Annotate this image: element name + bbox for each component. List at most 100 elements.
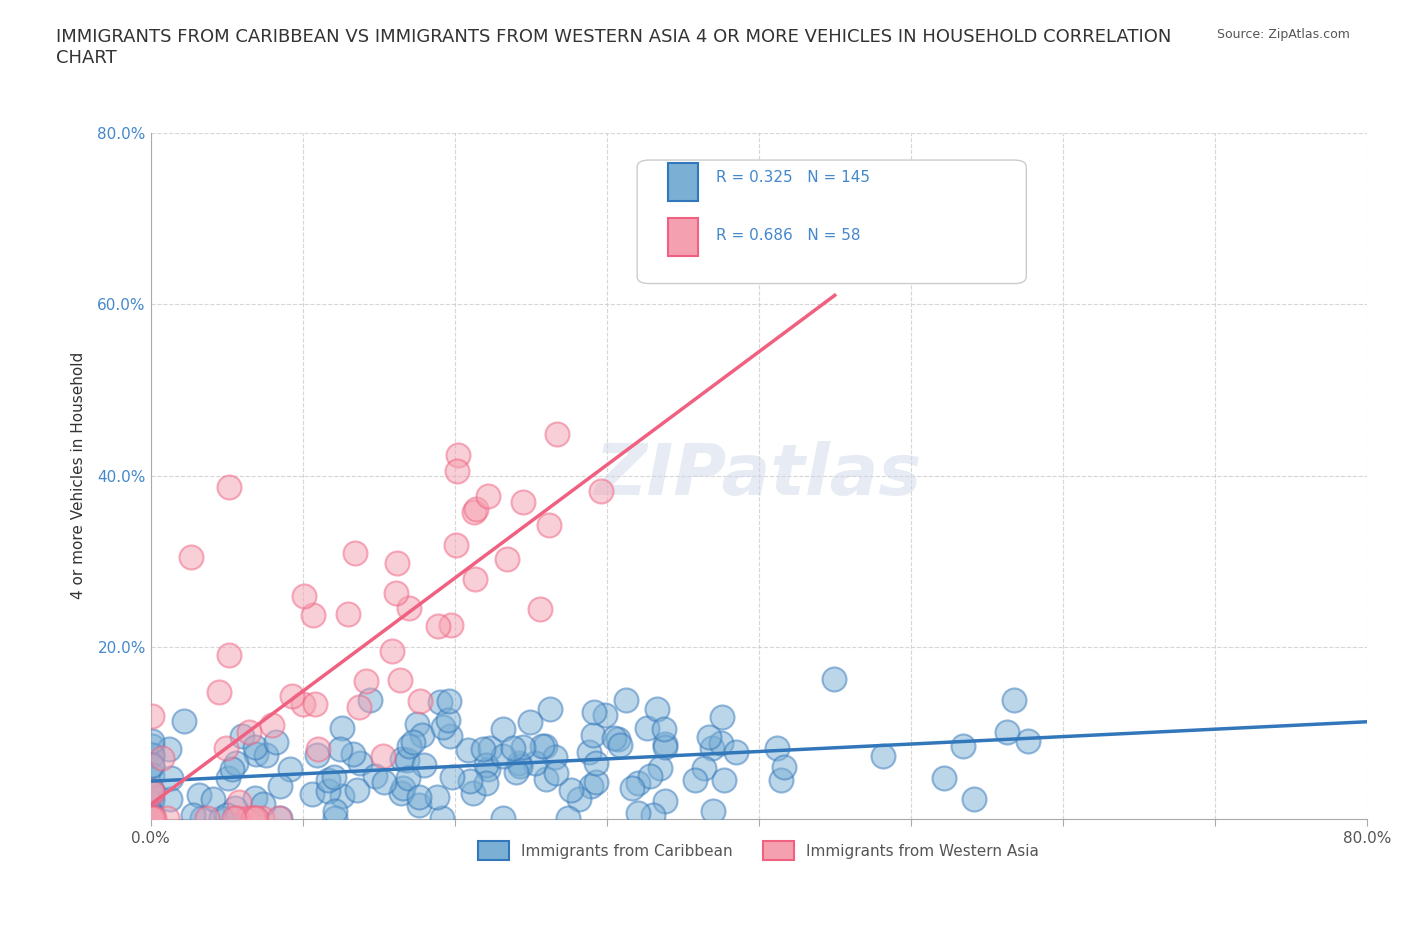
Point — [402, 735, 425, 750]
FancyBboxPatch shape — [637, 160, 1026, 284]
Point — [141, 805, 163, 820]
Point — [173, 713, 195, 728]
Point — [568, 791, 591, 806]
Point — [446, 447, 468, 462]
Bar — [668, 219, 697, 256]
Point — [202, 791, 225, 806]
Point — [702, 741, 724, 756]
Point — [479, 740, 502, 755]
Point — [281, 689, 304, 704]
Point — [773, 760, 796, 775]
Point — [585, 755, 607, 770]
Point — [585, 775, 607, 790]
Point — [217, 771, 239, 786]
Point — [245, 811, 267, 826]
Point — [398, 770, 420, 785]
Point — [508, 755, 530, 770]
Point — [475, 776, 498, 790]
Point — [523, 755, 546, 770]
Point — [436, 712, 458, 727]
Point — [228, 795, 250, 810]
Point — [654, 793, 676, 808]
Point — [509, 759, 531, 774]
Text: ZIPatlas: ZIPatlas — [595, 441, 922, 511]
Point — [208, 684, 231, 699]
Point — [388, 672, 411, 687]
Point — [430, 811, 453, 826]
Point — [373, 775, 395, 790]
Point — [636, 721, 658, 736]
Point — [245, 811, 267, 826]
Point — [461, 786, 484, 801]
Point — [582, 728, 605, 743]
Point — [330, 789, 353, 804]
Point — [392, 781, 415, 796]
Point — [236, 811, 259, 826]
Point — [141, 783, 163, 798]
Point — [141, 783, 163, 798]
Point — [342, 747, 364, 762]
Point — [141, 748, 163, 763]
Point — [304, 696, 326, 711]
Point — [305, 748, 328, 763]
Point — [141, 709, 163, 724]
Point — [581, 778, 603, 793]
Point — [711, 710, 734, 724]
Point — [932, 771, 955, 786]
Point — [683, 773, 706, 788]
Point — [578, 744, 600, 759]
Point — [652, 722, 675, 737]
Point — [512, 495, 534, 510]
Point — [426, 618, 449, 633]
Point — [408, 790, 430, 804]
Point — [389, 786, 412, 801]
Point — [180, 550, 202, 565]
Point — [429, 694, 451, 709]
Point — [218, 647, 240, 662]
Point — [225, 756, 247, 771]
Point — [614, 693, 637, 708]
Point — [385, 585, 408, 600]
Point — [391, 752, 413, 767]
Point — [222, 811, 245, 826]
Point — [952, 738, 974, 753]
Point — [654, 739, 676, 754]
Point — [141, 811, 163, 826]
Legend: Immigrants from Caribbean, Immigrants from Western Asia: Immigrants from Caribbean, Immigrants fr… — [472, 835, 1045, 866]
Point — [243, 790, 266, 805]
Point — [266, 735, 288, 750]
Point — [141, 808, 163, 823]
Point — [534, 772, 557, 787]
Point — [231, 729, 253, 744]
Point — [359, 692, 381, 707]
Point — [141, 738, 163, 753]
Point — [643, 807, 665, 822]
Point — [141, 811, 163, 826]
Point — [995, 724, 1018, 739]
Point — [250, 811, 273, 826]
Point — [544, 749, 567, 764]
Point — [496, 551, 519, 566]
Point — [713, 773, 735, 788]
Point — [963, 791, 986, 806]
Point — [491, 810, 513, 825]
Point — [323, 770, 346, 785]
Point — [408, 798, 430, 813]
Point — [609, 737, 631, 752]
Point — [262, 718, 284, 733]
Point — [141, 811, 163, 826]
Point — [409, 694, 432, 709]
Point — [302, 608, 325, 623]
Point — [141, 811, 163, 826]
Point — [702, 804, 724, 818]
Point — [330, 721, 353, 736]
Point — [1002, 692, 1025, 707]
Point — [766, 741, 789, 756]
Bar — [668, 164, 697, 201]
Point — [218, 480, 240, 495]
Point — [439, 729, 461, 744]
Point — [141, 734, 163, 749]
Point — [537, 518, 560, 533]
Point — [301, 787, 323, 802]
Point — [354, 673, 377, 688]
